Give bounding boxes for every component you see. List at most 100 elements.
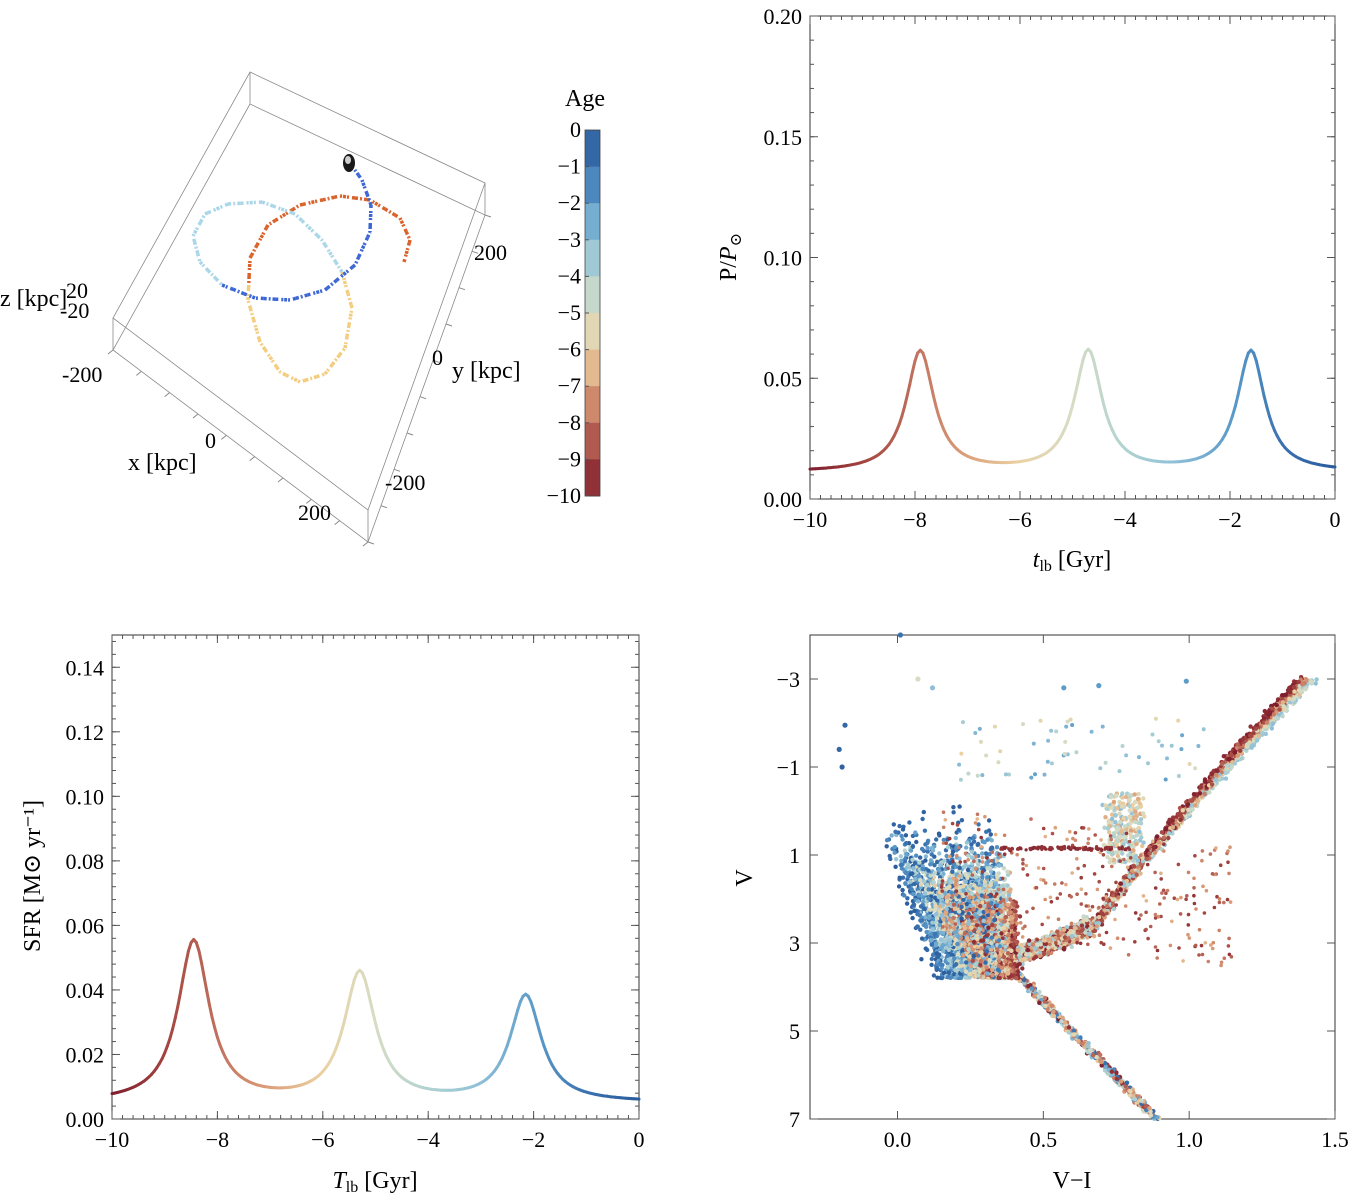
cmd-point bbox=[900, 827, 906, 832]
orbit-segment bbox=[266, 353, 272, 358]
cmd-point bbox=[911, 866, 916, 871]
cmd-point bbox=[912, 881, 917, 887]
cmd-point bbox=[1090, 1053, 1096, 1058]
x-tick-label: −2 bbox=[522, 1127, 545, 1152]
orbit-segment bbox=[338, 351, 343, 357]
orbit-segment bbox=[316, 234, 321, 240]
orbit-segment bbox=[349, 265, 354, 271]
orbit-segment bbox=[328, 196, 332, 201]
cmd-point bbox=[1123, 1084, 1128, 1089]
cmd-point bbox=[898, 862, 903, 868]
cmd-point bbox=[1008, 887, 1013, 892]
colorbar-title: Age bbox=[565, 86, 605, 112]
orbit-segment bbox=[305, 377, 309, 382]
cmd-point bbox=[953, 968, 958, 973]
cmd-point bbox=[951, 902, 957, 907]
orbit-segment bbox=[366, 196, 371, 201]
orbit-segment bbox=[294, 205, 299, 210]
orbit-segment bbox=[267, 221, 272, 227]
orbit-segment bbox=[263, 226, 269, 231]
cmd-point bbox=[1029, 986, 1034, 991]
orbit-segment bbox=[318, 289, 323, 294]
cmd-point bbox=[900, 875, 906, 880]
cmd-point bbox=[938, 937, 944, 942]
cmd-scatter-points bbox=[836, 632, 1319, 1122]
orbit-segment bbox=[316, 374, 320, 379]
orbit-segment bbox=[363, 187, 368, 192]
orbit-segment bbox=[206, 269, 212, 274]
cmd-point bbox=[948, 879, 954, 884]
sfr-x-axis-label: Tlb [Gyr] bbox=[332, 1168, 417, 1196]
orbit-segment bbox=[247, 302, 252, 307]
orbit-segment bbox=[360, 245, 366, 250]
series-segment bbox=[342, 1010, 348, 1025]
colorbar-segment bbox=[585, 203, 600, 241]
orbit-segment bbox=[281, 212, 287, 218]
orbit-segment bbox=[299, 379, 304, 384]
orbit-segment bbox=[224, 202, 229, 207]
series-segment bbox=[1092, 358, 1098, 373]
cmd-point bbox=[962, 931, 967, 936]
cmd-point bbox=[925, 882, 930, 888]
orbit-segment bbox=[271, 361, 277, 366]
orbit-segment bbox=[406, 242, 411, 246]
orbit-segment bbox=[374, 201, 379, 207]
cmd-point bbox=[975, 842, 980, 847]
orbit-segment bbox=[204, 267, 210, 272]
colorbar-tick-label: −9 bbox=[558, 446, 581, 471]
orbit-segment bbox=[288, 210, 293, 215]
cmd-point bbox=[922, 828, 928, 833]
cmd-point bbox=[919, 957, 924, 962]
cmd-point bbox=[1148, 1109, 1153, 1114]
orbit-segment bbox=[335, 277, 340, 282]
cmd-point bbox=[998, 914, 1004, 919]
orbit-segment bbox=[251, 295, 256, 300]
cmd-point bbox=[914, 853, 919, 858]
orbit-segment bbox=[195, 224, 201, 229]
cmd-point bbox=[1076, 1038, 1081, 1044]
cmd-point bbox=[1099, 1059, 1104, 1065]
orbit-segment bbox=[200, 262, 206, 268]
orbit-segment bbox=[320, 239, 326, 244]
orbit-segment bbox=[208, 271, 214, 276]
orbit-segment bbox=[284, 373, 290, 378]
cmd-point bbox=[894, 857, 899, 862]
orbit-segment bbox=[327, 365, 332, 371]
cmd-point bbox=[897, 823, 902, 829]
orbit-segment bbox=[342, 280, 347, 285]
series-segment bbox=[347, 987, 354, 1003]
cmd-point bbox=[937, 851, 942, 856]
orbit-segment bbox=[333, 194, 338, 199]
cmd-point bbox=[1020, 966, 1025, 971]
orbit-segment bbox=[318, 373, 323, 378]
orbit-segment bbox=[192, 229, 198, 235]
orbit-segment bbox=[302, 378, 307, 383]
cmd-point bbox=[1098, 1052, 1103, 1058]
cmd-point bbox=[907, 879, 913, 884]
orbit-segment bbox=[357, 253, 362, 258]
series-segment bbox=[1260, 382, 1266, 398]
orbit-3d-panel: -200 0 200 x [kpc] 200 0 -200 y [kpc] 20… bbox=[0, 71, 605, 547]
cmd-point bbox=[988, 882, 993, 888]
cmd-point bbox=[956, 827, 961, 833]
orbit-segment bbox=[398, 217, 403, 222]
orbit-segment bbox=[218, 281, 224, 287]
orbit-segment bbox=[328, 251, 333, 256]
cmd-point bbox=[910, 915, 915, 921]
orbit-segment bbox=[298, 217, 304, 222]
cmd-point bbox=[1051, 1013, 1057, 1019]
orbit-x-tick bbox=[249, 456, 255, 462]
orbit-segment bbox=[221, 283, 226, 288]
orbit-segment bbox=[192, 241, 198, 246]
orbit-segment bbox=[292, 296, 297, 301]
series-segment bbox=[186, 941, 193, 953]
cmd-point bbox=[925, 840, 930, 846]
orbit-segment bbox=[270, 358, 275, 363]
colorbar-segment bbox=[585, 349, 600, 387]
orbit-segment bbox=[313, 375, 318, 380]
orbit-segment bbox=[299, 202, 304, 207]
y-tick-label: 0.04 bbox=[66, 978, 105, 1003]
sfr-ticks: −10 −8 −6 −4 −2 0 0.00 0.02 0.04 0.06 0.08 0.10 0.12… bbox=[66, 635, 645, 1152]
orbit-segment bbox=[336, 194, 341, 199]
orbit-segment bbox=[348, 316, 353, 320]
